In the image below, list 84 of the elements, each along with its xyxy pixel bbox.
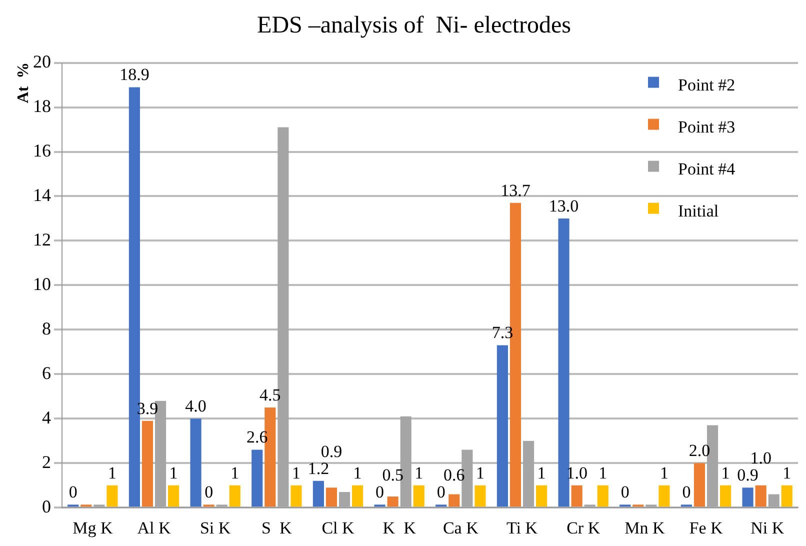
- y-tick-label: 4: [42, 407, 51, 428]
- bar: [536, 485, 548, 507]
- data-label: 18.9: [120, 65, 150, 84]
- bar: [168, 485, 180, 507]
- bar: [474, 485, 486, 507]
- data-label: 1: [230, 463, 240, 482]
- data-label: 1: [169, 463, 178, 482]
- data-label: 0: [620, 482, 630, 502]
- bar: [742, 488, 754, 507]
- data-label: 0.6: [444, 466, 465, 485]
- bar: [694, 463, 706, 507]
- x-tick-label: Mn K: [624, 518, 666, 538]
- y-axis-title: At %: [15, 62, 32, 104]
- data-label: 0: [436, 482, 446, 502]
- x-tick-label: Fe K: [689, 518, 724, 538]
- legend-label: Initial: [678, 201, 719, 220]
- bar: [106, 485, 118, 507]
- bar: [252, 450, 263, 507]
- y-tick-label: 2: [42, 452, 51, 472]
- legend-label: Point #3: [678, 117, 736, 136]
- bar: [496, 345, 508, 507]
- data-label: 2.0: [688, 441, 710, 460]
- x-tick-label: Ca K: [442, 518, 480, 538]
- data-label: 1: [782, 463, 792, 482]
- data-label: 1: [414, 463, 424, 482]
- bar: [190, 418, 202, 507]
- bar: [142, 420, 154, 507]
- x-tick-label: Al K: [137, 518, 172, 538]
- data-label: 1: [721, 463, 730, 482]
- data-label: 1: [598, 463, 608, 482]
- x-tick-label: Mg K: [72, 518, 114, 538]
- bar: [781, 485, 792, 507]
- bar: [229, 485, 240, 507]
- data-label: 0: [204, 482, 214, 502]
- bar: [448, 494, 460, 507]
- data-label: 1.0: [750, 448, 772, 468]
- x-tick-label: Ni K: [750, 518, 785, 538]
- bar: [312, 480, 324, 507]
- legend-label: Point #2: [678, 75, 736, 94]
- bar: [571, 485, 582, 507]
- bar: [658, 485, 670, 507]
- x-tick-label: S K: [262, 518, 293, 538]
- x-tick-label: Si K: [200, 518, 232, 538]
- x-tick-label: Cl K: [322, 518, 356, 538]
- bar: [290, 485, 302, 507]
- y-tick-label: 14: [33, 184, 51, 205]
- data-label: 1: [353, 463, 362, 482]
- data-label: 0.9: [737, 466, 758, 485]
- y-tick-label: 6: [42, 362, 51, 383]
- legend-label: Point #4: [678, 159, 736, 178]
- bar: [413, 485, 424, 507]
- data-label: 1: [292, 463, 300, 482]
- data-label: 1: [476, 463, 484, 482]
- y-tick-label: 8: [42, 318, 51, 338]
- bar: [755, 485, 766, 507]
- data-label: 1: [660, 463, 668, 482]
- data-label: 1: [108, 463, 116, 482]
- x-tick-label: K K: [382, 518, 417, 538]
- bar: [720, 485, 732, 507]
- x-tick-label: Cr K: [566, 518, 601, 538]
- data-label: 1: [537, 463, 546, 482]
- bar: [352, 485, 364, 507]
- bar: [387, 496, 398, 507]
- x-tick-label: Ti K: [506, 518, 538, 538]
- data-label: 0.9: [320, 442, 342, 461]
- data-label: 4.0: [185, 396, 206, 416]
- data-label: 13.0: [548, 196, 579, 216]
- bar: [558, 218, 570, 507]
- data-label: 0: [376, 482, 384, 502]
- y-tick-label: 12: [33, 229, 51, 250]
- y-tick-label: 0: [42, 496, 51, 516]
- data-label: 0: [682, 482, 691, 502]
- y-tick-label: 16: [33, 140, 51, 160]
- y-tick-label: 20: [33, 52, 51, 72]
- data-label: 0.5: [382, 466, 404, 485]
- bar: [597, 485, 608, 507]
- data-label: 4.5: [260, 385, 281, 404]
- bar: [326, 488, 338, 507]
- data-label: 13.7: [500, 180, 531, 200]
- data-label: 0: [68, 482, 78, 502]
- y-tick-label: 10: [33, 274, 51, 294]
- data-label: 1.2: [308, 458, 330, 478]
- y-tick-label: 18: [33, 96, 51, 116]
- chart-title: EDS –analysis of Ni- electrodes: [257, 12, 571, 39]
